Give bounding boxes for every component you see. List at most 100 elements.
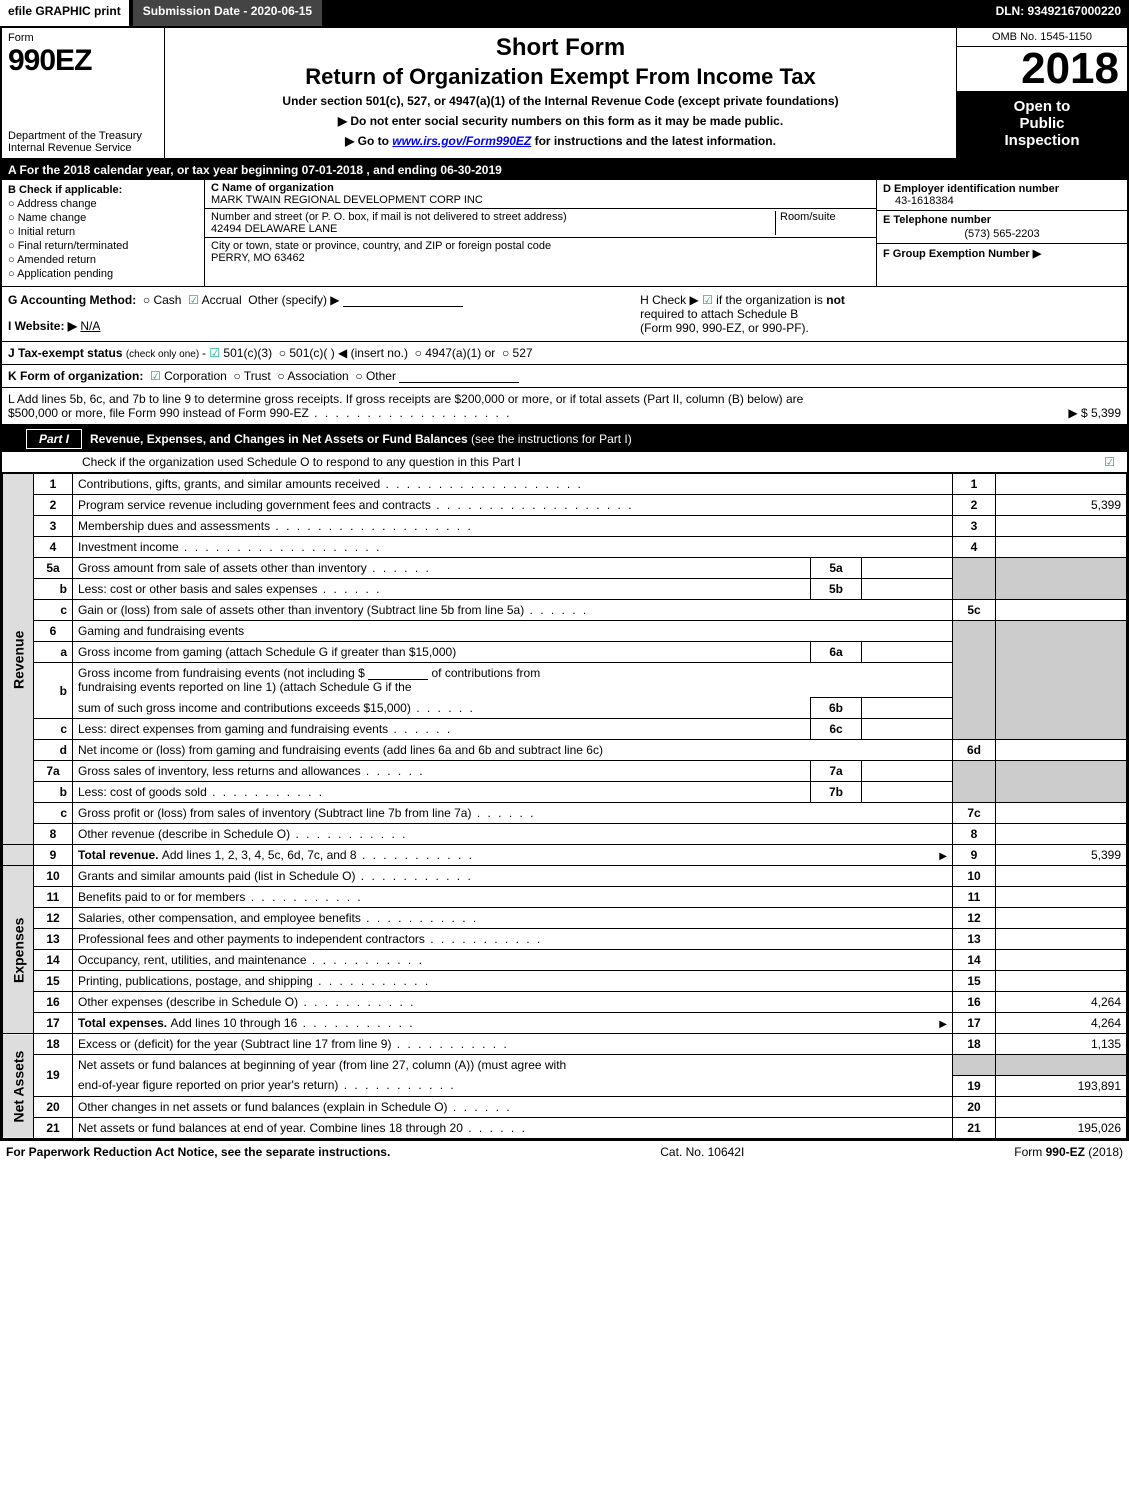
chk-application-pending[interactable]: Application pending [8,268,198,280]
line-ref: 9 [953,845,996,866]
g-other[interactable]: Other (specify) ▶ [248,293,339,307]
j-4947[interactable]: 4947(a)(1) or [415,346,496,360]
line-amount [996,1096,1127,1117]
form-word: Form [8,32,158,44]
room-suite: Room/suite [775,211,870,235]
dept-treasury: Department of the Treasury [8,130,158,142]
group-exemption-cell: F Group Exemption Number ▶ [877,244,1127,286]
j-501c3[interactable]: 501(c)(3) [209,346,272,360]
line-desc: Gross profit or (loss) from sales of inv… [73,803,953,824]
line-desc: Professional fees and other payments to … [73,929,953,950]
header-middle: Short Form Return of Organization Exempt… [165,28,956,158]
table-row: end-of-year figure reported on prior yea… [3,1075,1127,1096]
shade-cell [996,621,1127,740]
table-row: d Net income or (loss) from gaming and f… [3,740,1127,761]
tax-year: 2018 [957,47,1127,92]
row-k: K Form of organization: Corporation Trus… [2,365,1127,388]
j-small: (check only one) [126,349,202,360]
line-num: 18 [34,1034,73,1055]
chk-final-return[interactable]: Final return/terminated [8,240,198,252]
revenue-side-extend [3,845,34,866]
line-ref: 3 [953,516,996,537]
line-ref: 19 [953,1075,996,1096]
line-num: 5a [34,558,73,579]
street-row: Number and street (or P. O. box, if mail… [205,209,876,238]
line-num: 15 [34,971,73,992]
l6b-pre: Gross income from fundraising events (no… [78,666,368,680]
line-ref: 5c [953,600,996,621]
sub-amount [862,782,953,803]
table-row: 3 Membership dues and assessments 3 [3,516,1127,537]
sub-amount [862,642,953,663]
chk-address-change[interactable]: Address change [8,198,198,210]
line-num: 16 [34,992,73,1013]
l6b-blank[interactable] [368,667,428,680]
line-num: 21 [34,1117,73,1138]
line-desc: Net income or (loss) from gaming and fun… [73,740,953,761]
line-num: 12 [34,908,73,929]
line-ref: 17 [953,1013,996,1034]
j-501c[interactable]: 501(c)( ) ◀ (insert no.) [279,346,408,360]
g-cash[interactable]: Cash [143,293,182,307]
line-desc: Printing, publications, postage, and shi… [73,971,953,992]
part-i-tab: Part I [26,429,82,449]
line-desc: Gain or (loss) from sale of assets other… [73,600,953,621]
d-label: D Employer identification number [883,183,1121,195]
inspect-line2: Public [959,115,1125,132]
h-checkbox[interactable]: ☑ [702,293,713,307]
line-desc: Total revenue. Add lines 1, 2, 3, 4, 5c,… [73,845,953,866]
org-name-row: C Name of organization MARK TWAIN REGION… [205,180,876,209]
j-527[interactable]: 527 [502,346,533,360]
line-amount [996,929,1127,950]
line-ref: 21 [953,1117,996,1138]
schedule-o-check-row: Check if the organization used Schedule … [2,452,1127,473]
line-num: b [34,782,73,803]
table-row: 4 Investment income 4 [3,537,1127,558]
line-amount [996,824,1127,845]
h-pre: H Check ▶ [640,293,702,307]
irs-link[interactable]: www.irs.gov/Form990EZ [392,134,531,148]
line-amount: 195,026 [996,1117,1127,1138]
sub-ref: 5b [811,579,862,600]
g-accrual[interactable]: Accrual [188,293,241,307]
netassets-side-label: Net Assets [3,1034,34,1139]
sub-amount [862,719,953,740]
ein-cell: D Employer identification number 43-1618… [877,180,1127,211]
line-amount: 5,399 [996,495,1127,516]
org-name: MARK TWAIN REGIONAL DEVELOPMENT CORP INC [211,194,870,206]
line-ref: 20 [953,1096,996,1117]
line-num: 14 [34,950,73,971]
chk-initial-return[interactable]: Initial return [8,226,198,238]
table-row: 21 Net assets or fund balances at end of… [3,1117,1127,1138]
l-amount: 5,399 [1091,406,1121,420]
k-assoc[interactable]: Association [277,369,348,383]
table-row: 13 Professional fees and other payments … [3,929,1127,950]
chk-amended-return[interactable]: Amended return [8,254,198,266]
k-corp[interactable]: Corporation [150,369,227,383]
row-g-h: G Accounting Method: Cash Accrual Other … [2,287,1127,342]
table-row: Net Assets 18 Excess or (deficit) for th… [3,1034,1127,1055]
ssn-warning: ▶ Do not enter social security numbers o… [173,114,948,128]
k-trust[interactable]: Trust [233,369,270,383]
line-ref: 2 [953,495,996,516]
line-num: b [34,663,73,719]
line-num: 9 [34,845,73,866]
inspect-line3: Inspection [959,132,1125,149]
l-line1: L Add lines 5b, 6c, and 7b to line 9 to … [8,392,1121,406]
table-row: 11 Benefits paid to or for members 11 [3,887,1127,908]
return-title: Return of Organization Exempt From Incom… [173,64,948,90]
table-row: Revenue 1 Contributions, gifts, grants, … [3,474,1127,495]
line-amount [996,866,1127,887]
line-num: c [34,803,73,824]
lines-table: Revenue 1 Contributions, gifts, grants, … [2,473,1127,1139]
shade-cell [953,558,996,600]
line-amount [996,887,1127,908]
g-other-blank[interactable] [343,294,463,307]
line-amount: 1,135 [996,1034,1127,1055]
k-other-blank[interactable] [399,370,519,383]
chk-name-change[interactable]: Name change [8,212,198,224]
k-other[interactable]: Other [355,369,396,383]
efile-print-button[interactable]: efile GRAPHIC print [0,0,129,26]
line-desc: Membership dues and assessments [73,516,953,537]
line-desc: Other changes in net assets or fund bala… [73,1096,953,1117]
